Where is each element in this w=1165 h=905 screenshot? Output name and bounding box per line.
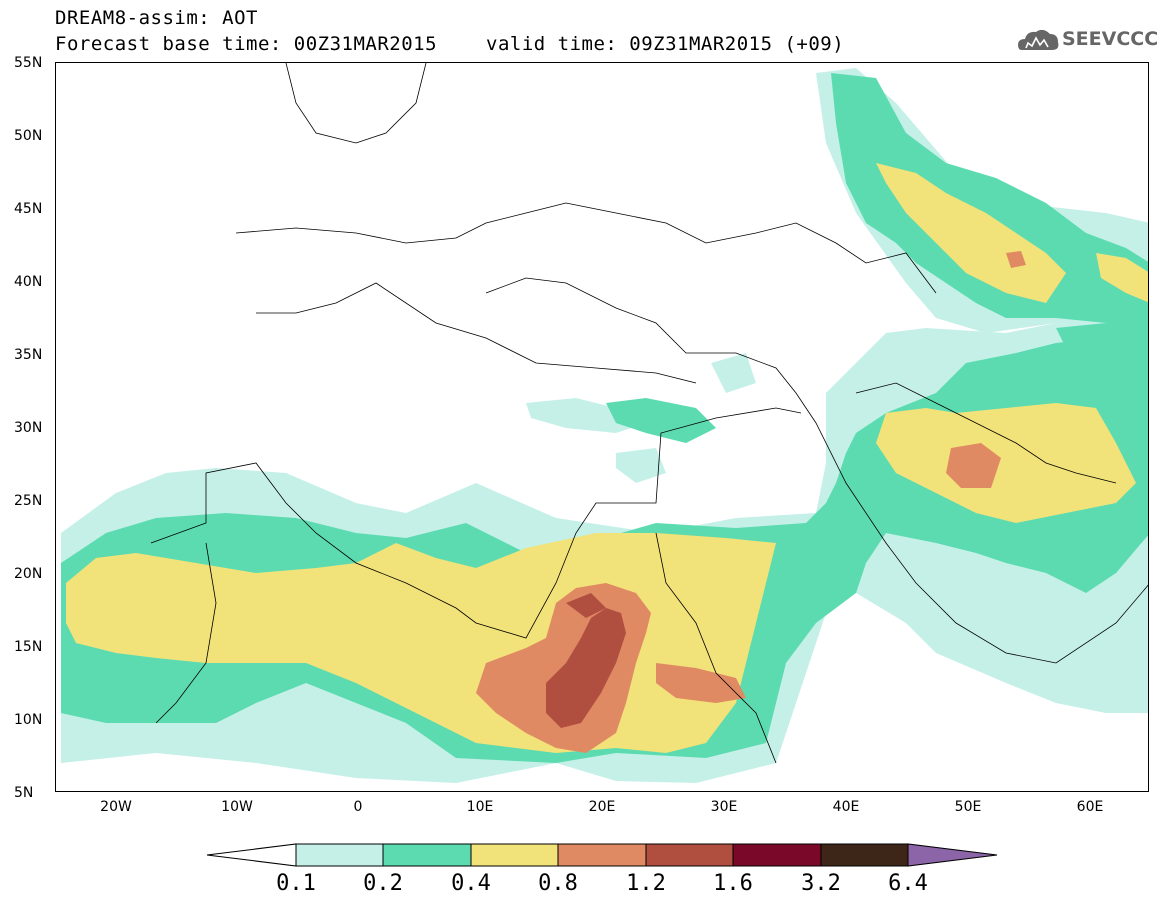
colorbar-label: 0.8 [538, 871, 578, 896]
lon-label: 40E [832, 799, 860, 815]
colorbar-label: 0.4 [451, 871, 491, 896]
colorbar-segment [820, 843, 909, 867]
lat-label: 20N [14, 566, 43, 582]
lat-label: 45N [14, 201, 43, 217]
lat-label: 55N [14, 55, 43, 71]
lat-label: 30N [14, 420, 43, 436]
lon-label: 60E [1076, 799, 1104, 815]
map-title: DREAM8-assim: AOT [55, 7, 258, 29]
colorbar-segment [732, 843, 822, 867]
colorbar-label: 0.2 [363, 871, 403, 896]
colorbar-label: 0.1 [276, 871, 316, 896]
lat-label: 40N [14, 274, 43, 290]
valid-time-label: valid time: 09Z31MAR2015 (+09) [486, 33, 845, 55]
colorbar-segment [295, 843, 384, 867]
coastline-outlines [150, 63, 1148, 764]
colorbar-segment [645, 843, 734, 867]
colorbar-segment [470, 843, 559, 867]
lon-label: 10E [466, 799, 494, 815]
lon-label: 20W [100, 799, 132, 815]
colorbar-under-arrow [206, 843, 297, 867]
map-canvas [61, 63, 1148, 783]
aot-map-plot [55, 62, 1149, 792]
lon-label: 20E [588, 799, 616, 815]
lat-label: 50N [14, 128, 43, 144]
colorbar-label: 6.4 [888, 871, 928, 896]
colorbar-over-arrow [907, 843, 998, 867]
lon-label: 30E [710, 799, 738, 815]
lon-label: 10W [221, 799, 253, 815]
base-time-label: Forecast base time: 00Z31MAR2015 [55, 33, 438, 55]
lat-label: 15N [14, 639, 43, 655]
colorbar-label: 1.6 [713, 871, 753, 896]
lon-label: 50E [954, 799, 982, 815]
aot-colorbar [206, 843, 998, 867]
lat-label: 5N [14, 785, 34, 801]
lat-label: 35N [14, 347, 43, 363]
colorbar-segment [557, 843, 647, 867]
aot-band-1.2 [546, 593, 626, 728]
lon-label: 0 [353, 799, 363, 815]
seevccc-cloud-logo-icon [1018, 29, 1059, 50]
colorbar-label: 3.2 [801, 871, 841, 896]
lat-label: 10N [14, 712, 43, 728]
colorbar-label: 1.2 [626, 871, 666, 896]
colorbar-segment [382, 843, 472, 867]
seevccc-logo-text: SEEVCCC [1062, 28, 1159, 50]
lat-label: 25N [14, 493, 43, 509]
